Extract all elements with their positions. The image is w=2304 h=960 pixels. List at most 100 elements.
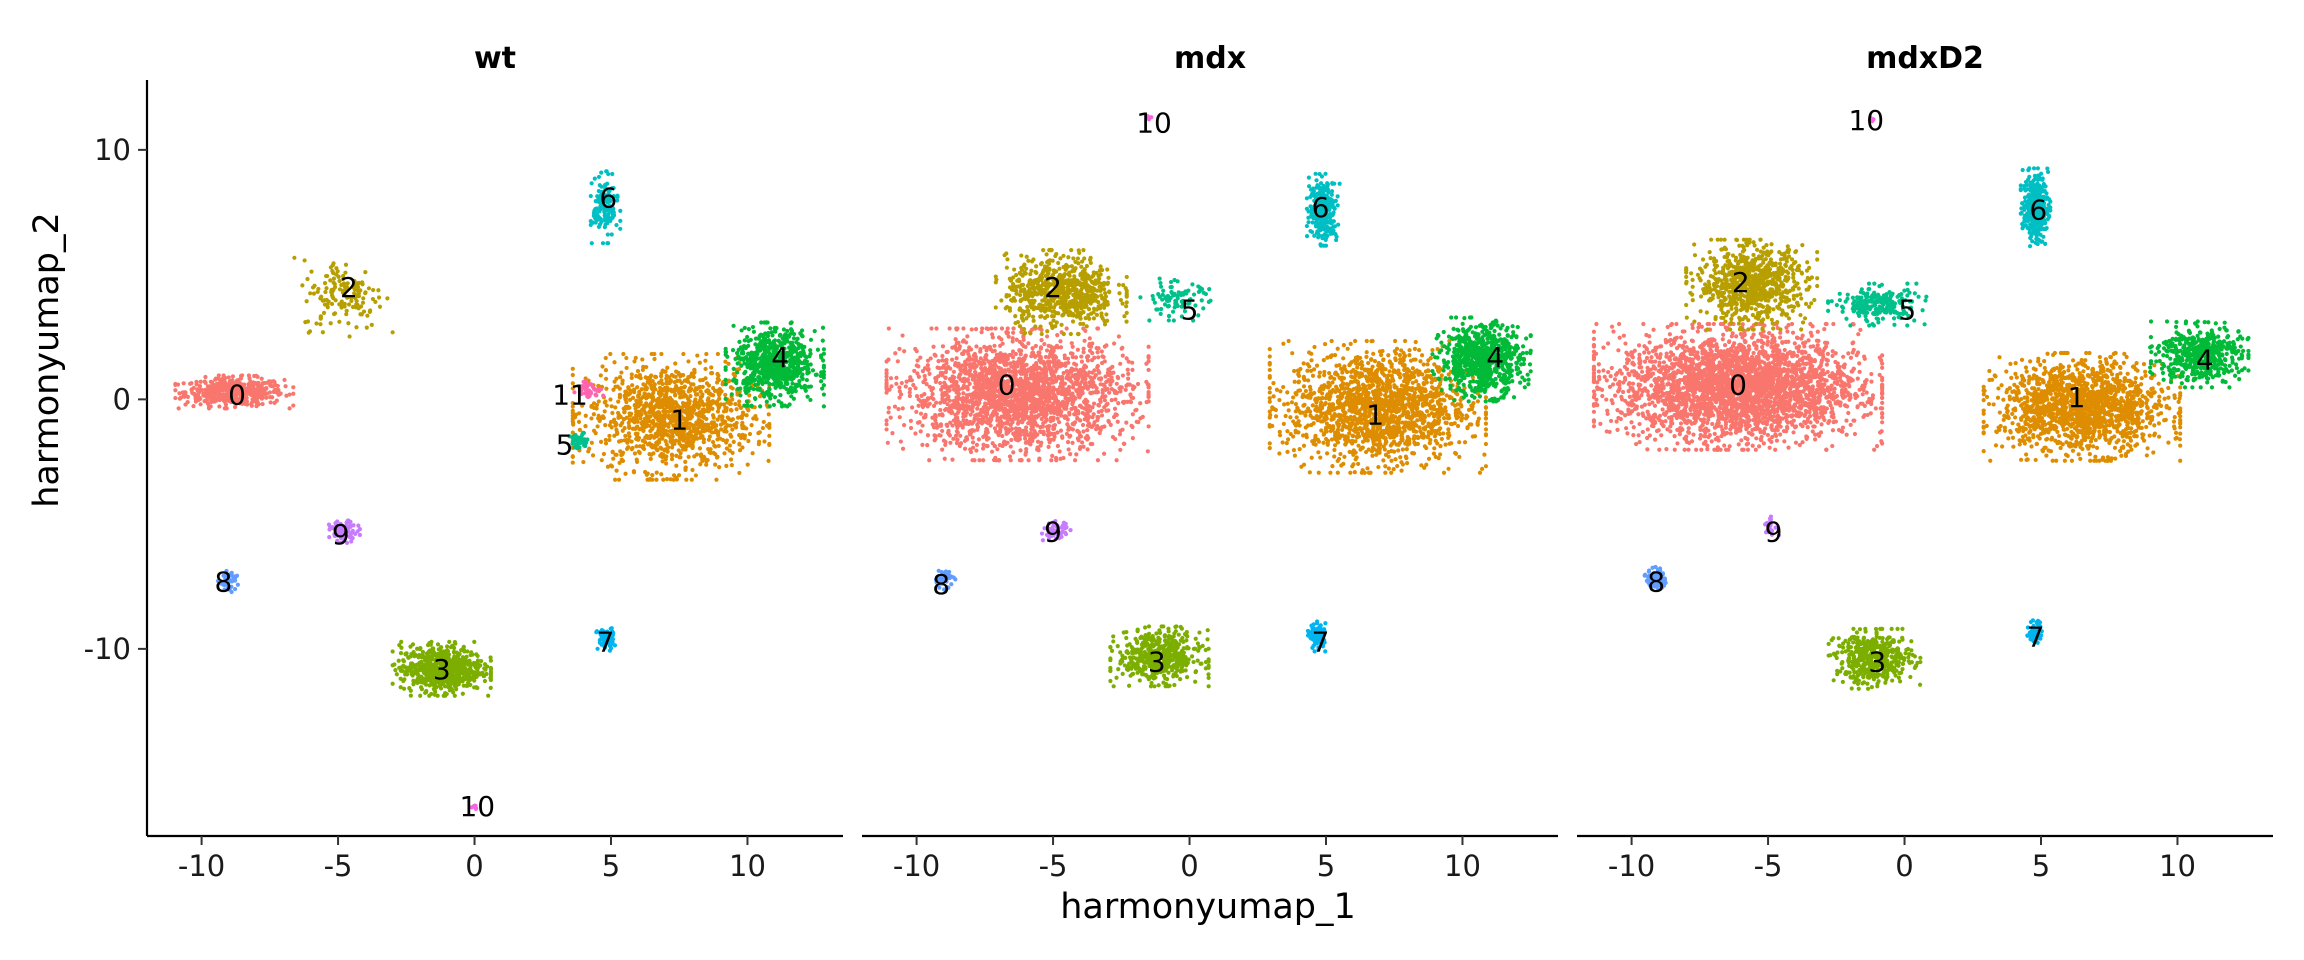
x-tick-label: -5 bbox=[324, 849, 353, 883]
cell-point bbox=[728, 443, 732, 447]
cell-point bbox=[807, 370, 811, 374]
cluster-0-points bbox=[884, 326, 1150, 462]
cell-point bbox=[737, 471, 741, 475]
cell-point bbox=[1109, 423, 1113, 427]
cell-point bbox=[756, 382, 760, 386]
cell-point bbox=[645, 376, 649, 380]
cell-point bbox=[673, 361, 677, 365]
cell-point bbox=[363, 270, 367, 274]
cell-point bbox=[630, 376, 634, 380]
cell-point bbox=[722, 451, 726, 455]
cell-point bbox=[648, 477, 652, 481]
cell-point bbox=[720, 414, 724, 418]
cell-point bbox=[1050, 454, 1054, 458]
cell-point bbox=[358, 533, 362, 537]
cell-point bbox=[625, 366, 629, 370]
cell-point bbox=[206, 401, 210, 405]
points-layer bbox=[884, 114, 1532, 688]
cell-point bbox=[484, 672, 488, 676]
cell-point bbox=[698, 361, 702, 365]
cell-point bbox=[1066, 440, 1070, 444]
cell-point bbox=[614, 223, 618, 227]
cell-point bbox=[729, 385, 733, 389]
cell-point bbox=[621, 352, 625, 356]
cell-point bbox=[333, 311, 337, 315]
cell-point bbox=[821, 326, 825, 330]
cell-point bbox=[573, 415, 577, 419]
cell-point bbox=[655, 434, 659, 438]
cell-point bbox=[256, 375, 260, 379]
cell-point bbox=[578, 435, 582, 439]
cell-point bbox=[618, 387, 622, 391]
cell-point bbox=[789, 343, 793, 347]
cell-point bbox=[762, 320, 766, 324]
cell-point bbox=[620, 381, 624, 385]
cell-point bbox=[647, 434, 651, 438]
cell-point bbox=[708, 401, 712, 405]
cell-point bbox=[822, 375, 826, 379]
cell-point bbox=[711, 424, 715, 428]
cell-point bbox=[900, 333, 904, 337]
cell-point bbox=[738, 393, 742, 397]
cell-point bbox=[596, 387, 600, 391]
cell-point bbox=[480, 671, 484, 675]
cell-point bbox=[770, 330, 774, 334]
cell-point bbox=[646, 380, 650, 384]
cell-point bbox=[932, 433, 936, 437]
x-tick-label: 0 bbox=[1180, 849, 1198, 883]
cell-point bbox=[716, 377, 720, 381]
cell-point bbox=[635, 460, 639, 464]
cell-point bbox=[659, 352, 663, 356]
cell-point bbox=[719, 389, 723, 393]
cell-point bbox=[605, 169, 609, 173]
cell-point bbox=[636, 404, 640, 408]
cell-point bbox=[674, 454, 678, 458]
cell-point bbox=[1113, 407, 1117, 411]
cell-point bbox=[641, 429, 645, 433]
cell-point bbox=[182, 381, 186, 385]
cell-point bbox=[758, 404, 762, 408]
cell-point bbox=[1106, 419, 1110, 423]
cell-point bbox=[627, 406, 631, 410]
cell-point bbox=[488, 676, 492, 680]
cell-point bbox=[771, 382, 775, 386]
cell-point bbox=[410, 652, 414, 656]
cell-point bbox=[732, 423, 736, 427]
cell-point bbox=[603, 399, 607, 403]
cell-point bbox=[819, 379, 823, 383]
cell-point bbox=[1118, 448, 1122, 452]
cell-point bbox=[1088, 336, 1092, 340]
cell-point bbox=[270, 395, 274, 399]
cell-point bbox=[583, 444, 587, 448]
cell-point bbox=[680, 381, 684, 385]
cell-point bbox=[899, 439, 903, 443]
cell-point bbox=[813, 329, 817, 333]
cell-point bbox=[1124, 388, 1128, 392]
cell-point bbox=[767, 412, 771, 416]
cell-point bbox=[1115, 458, 1119, 462]
cell-point bbox=[923, 374, 927, 378]
cell-point bbox=[606, 241, 610, 245]
cell-point bbox=[732, 440, 736, 444]
cell-point bbox=[782, 336, 786, 340]
cell-point bbox=[655, 441, 659, 445]
cell-point bbox=[816, 348, 820, 352]
x-tick-label: -5 bbox=[1039, 849, 1068, 883]
cell-point bbox=[746, 463, 750, 467]
cell-point bbox=[694, 473, 698, 477]
cell-point bbox=[254, 392, 258, 396]
cell-point bbox=[737, 433, 741, 437]
cell-point bbox=[1040, 417, 1044, 421]
cluster-label: 3 bbox=[433, 653, 451, 686]
cell-point bbox=[644, 424, 648, 428]
cell-point bbox=[649, 373, 653, 377]
cell-point bbox=[489, 686, 493, 690]
cell-point bbox=[963, 447, 967, 451]
cell-point bbox=[221, 375, 225, 379]
cell-point bbox=[724, 350, 728, 354]
cell-point bbox=[612, 360, 616, 364]
cell-point bbox=[660, 382, 664, 386]
cell-point bbox=[590, 241, 594, 245]
cell-point bbox=[627, 426, 631, 430]
cell-point bbox=[708, 434, 712, 438]
